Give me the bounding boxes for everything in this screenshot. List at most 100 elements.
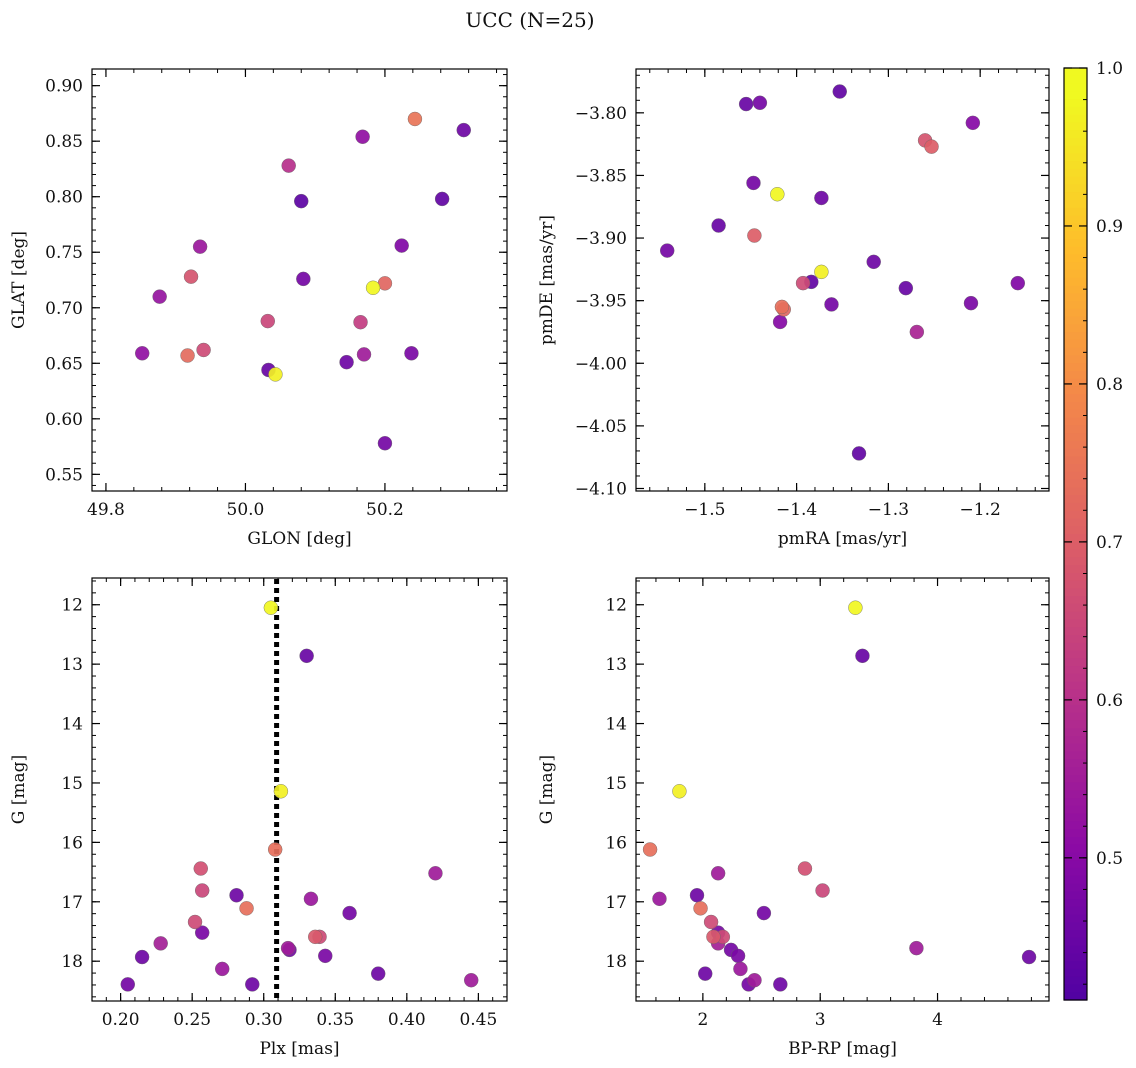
data-point: [963, 295, 979, 311]
x-tick-label: 3: [815, 1010, 826, 1030]
colorbar-segment: [1064, 409, 1087, 419]
data-point: [294, 193, 309, 209]
colorbar-segment: [1064, 961, 1087, 970]
data-point: [193, 861, 208, 876]
x-tick-label: −1.3: [868, 500, 909, 520]
data-point: [689, 888, 705, 903]
colorbar-segment: [1064, 937, 1087, 947]
y-tick-label: −4.10: [575, 479, 627, 499]
y-tick-label: 12: [605, 596, 627, 616]
colorbar-segment: [1064, 464, 1087, 473]
colorbar-segment: [1064, 91, 1087, 100]
colorbar-segment: [1064, 277, 1087, 287]
colorbar-segment: [1064, 394, 1087, 403]
colorbar-segment: [1064, 634, 1087, 644]
y-tick-label: −3.95: [575, 292, 627, 312]
colorbar-segment: [1064, 767, 1087, 776]
data-point: [1021, 949, 1037, 965]
x-tick-label: 0.40: [388, 1010, 426, 1030]
colorbar-segment: [1064, 751, 1087, 760]
x-tick-label: 50.2: [366, 500, 404, 520]
colorbar-segment: [1064, 495, 1087, 504]
data-point: [187, 914, 203, 930]
colorbar-segment: [1064, 774, 1087, 784]
colorbar-segment: [1064, 642, 1087, 652]
data-point: [693, 901, 708, 916]
y-tick-label: −3.85: [575, 166, 627, 186]
colorbar-tick-label: 0.6: [1096, 691, 1123, 711]
y-tick-label: −4.00: [575, 354, 627, 374]
tick-marks: [636, 578, 1049, 1001]
colorbar-tick-label: 0.7: [1096, 533, 1123, 553]
y-tick-label: 0.75: [45, 243, 83, 263]
colorbar-segment: [1064, 821, 1087, 830]
colorbar-segment: [1064, 68, 1087, 77]
colorbar-segment: [1064, 200, 1087, 209]
colorbar-segment: [1064, 813, 1087, 822]
data-point: [642, 842, 658, 857]
y-tick-label: 0.60: [45, 410, 83, 430]
data-point: [909, 324, 925, 340]
colorbar-segment: [1064, 790, 1087, 799]
colorbar-segment: [1064, 650, 1087, 659]
colorbar-segment: [1064, 308, 1087, 318]
colorbar-segment: [1064, 184, 1087, 193]
axes-frame: [635, 68, 1050, 492]
colorbar-segment: [1064, 448, 1087, 457]
data-point: [355, 129, 370, 144]
x-axis-label: GLON [deg]: [247, 529, 351, 549]
y-tick-label: 0.90: [45, 77, 83, 97]
y-tick-label: 18: [61, 952, 83, 972]
colorbar-segment: [1064, 161, 1087, 170]
colorbar-segment: [1064, 386, 1087, 395]
x-tick-label: 2: [697, 1010, 708, 1030]
colorbar-tick-label: 0.8: [1096, 375, 1123, 395]
data-point: [855, 648, 870, 664]
data-point: [698, 966, 713, 981]
data-point: [898, 280, 914, 296]
y-tick-label: 15: [605, 774, 627, 794]
data-point: [756, 905, 772, 921]
colorbar-segment: [1064, 782, 1087, 791]
colorbar-segment: [1064, 619, 1087, 628]
y-tick-label: 14: [605, 715, 627, 735]
data-point: [152, 289, 167, 304]
y-axis-label: GLAT [deg]: [9, 231, 29, 329]
x-tick-label: 0.35: [316, 1010, 354, 1030]
data-point: [260, 313, 275, 329]
colorbar-segment: [1064, 549, 1087, 558]
colorbar-segment: [1064, 914, 1087, 923]
colorbar-segment: [1064, 285, 1087, 294]
colorbar-segment: [1064, 603, 1087, 613]
data-point: [652, 891, 667, 907]
colorbar-segment: [1064, 75, 1087, 85]
colorbar-segment: [1064, 130, 1087, 139]
colorbar-segment: [1064, 557, 1087, 566]
colorbar-segment: [1064, 984, 1087, 993]
data-point: [245, 977, 260, 992]
y-tick-label: 16: [605, 833, 627, 853]
colorbar-segment: [1064, 735, 1087, 745]
colorbar-segment: [1064, 829, 1087, 838]
tick-marks: [92, 69, 507, 491]
data-point: [239, 901, 254, 916]
colorbar-segment: [1064, 339, 1087, 349]
colorbar-segment: [1064, 565, 1087, 574]
y-tick-label: 16: [61, 833, 83, 853]
y-tick-label: 14: [61, 715, 83, 735]
colorbar-segment: [1064, 534, 1087, 543]
data-point: [263, 600, 279, 615]
x-tick-label: 0.20: [102, 1010, 140, 1030]
colorbar-segment: [1064, 215, 1087, 224]
colorbar-segment: [1064, 456, 1087, 465]
colorbar-segment: [1064, 324, 1087, 333]
data-point: [135, 346, 150, 361]
colorbar-segment: [1064, 611, 1087, 621]
scatter-panel-position: 49.8 50.0 50.2 0.55 0.60 0.65 0.70 0.75 0.80 0.85…: [9, 68, 508, 549]
colorbar-segment: [1064, 510, 1087, 520]
colorbar-segment: [1064, 223, 1087, 232]
colorbar-segment: [1064, 588, 1087, 597]
x-tick-label: 49.8: [87, 500, 125, 520]
colorbar-segment: [1064, 945, 1087, 954]
colorbar-segment: [1064, 704, 1087, 714]
